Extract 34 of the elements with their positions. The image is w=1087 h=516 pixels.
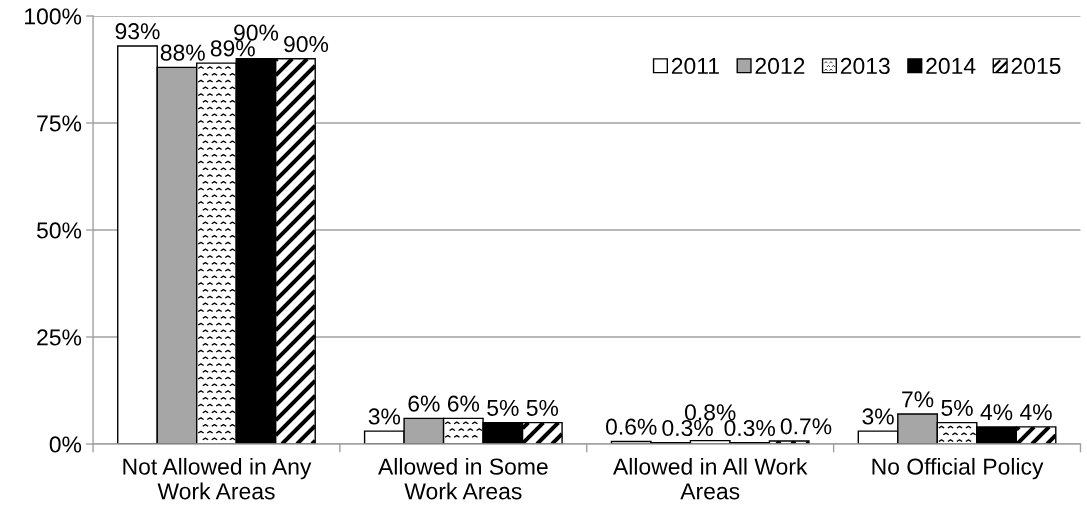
legend-label: 2011	[671, 57, 719, 75]
y-tick-label: 25%	[37, 329, 82, 346]
legend-label: 2012	[755, 57, 805, 75]
data-label: 5%	[526, 399, 559, 416]
data-label: 0.6%	[605, 418, 657, 435]
data-label: 4%	[980, 404, 1013, 421]
data-label: 88%	[160, 44, 205, 61]
data-label: 93%	[115, 23, 160, 40]
legend-label: 2013	[840, 57, 890, 75]
data-label: 89%	[210, 40, 255, 57]
data-label: 6%	[408, 395, 440, 412]
y-tick-label: 0%	[49, 436, 82, 453]
data-label: 0.3%	[662, 419, 713, 437]
legend-label: 2014	[926, 57, 976, 75]
x-tick-label: Allowed in All Work Areas	[613, 457, 808, 500]
data-label: 0.8%	[684, 404, 736, 421]
y-tick-label: 75%	[37, 115, 82, 132]
data-label: 5%	[941, 399, 973, 416]
data-label: 90%	[284, 35, 329, 53]
data-label: 3%	[862, 408, 894, 425]
data-label: 4%	[1020, 404, 1052, 421]
y-tick-label: 100%	[25, 8, 82, 25]
y-tick-label: 50%	[36, 222, 82, 239]
x-tick-label: Allowed in Some Work Areas	[378, 457, 548, 500]
data-label: 3%	[368, 408, 401, 425]
x-tick-label: Not Allowed in Any Work Areas	[123, 457, 312, 500]
data-label: 5%	[487, 399, 519, 416]
data-label: 6%	[447, 395, 480, 412]
data-label: 90%	[234, 24, 279, 41]
x-tick-label: No Official Policy	[872, 457, 1044, 480]
data-label: 7%	[902, 391, 934, 408]
data-label: 0.7%	[780, 418, 832, 435]
data-label: 0.3%	[724, 419, 775, 437]
legend-label: 2015	[1011, 57, 1061, 75]
